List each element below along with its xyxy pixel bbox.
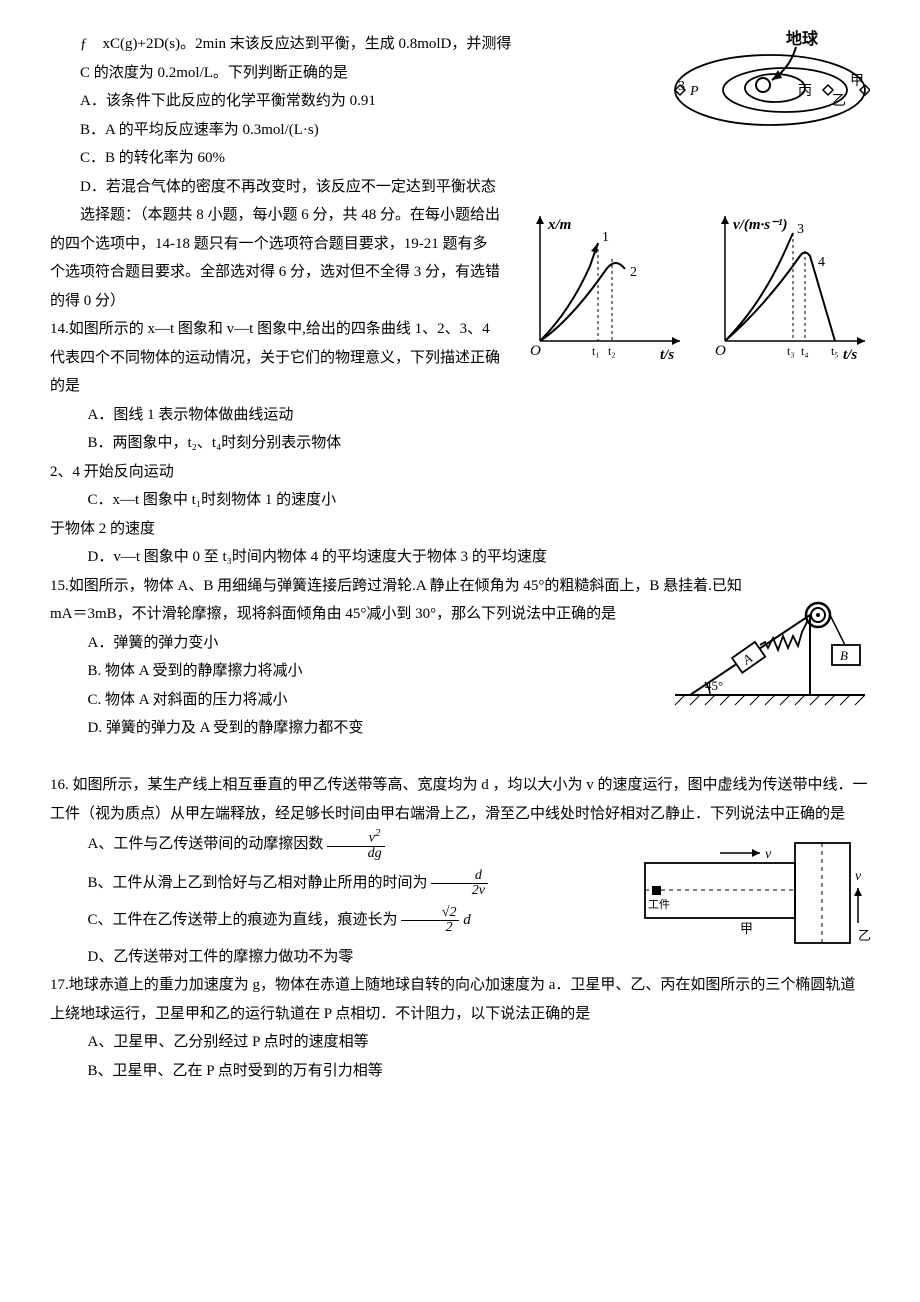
label4: 4 xyxy=(818,255,825,270)
y-arrow-r xyxy=(721,216,729,224)
t5-label: t₅ xyxy=(831,344,839,358)
earth-label: 地球 xyxy=(786,30,819,48)
q16-optC-text: C、工件在乙传送带上的痕迹为直线，痕迹长为 xyxy=(88,912,398,928)
q14-optA: A．图线 1 表示物体做曲线运动 xyxy=(50,401,870,430)
label-3: 3 xyxy=(678,79,685,94)
hatch xyxy=(675,695,865,705)
q13-optD: D．若混合气体的密度不再改变时，该反应不一定达到平衡状态 xyxy=(50,173,870,202)
label-bing: 丙 xyxy=(798,84,812,99)
origin-r: O xyxy=(715,343,726,359)
q17-optA: A、卫星甲、乙分别经过 P 点时的速度相等 xyxy=(50,1028,870,1057)
q17-stem: 17.地球赤道上的重力加速度为 g，物体在赤道上随地球自转的向心加速度为 a．卫… xyxy=(50,971,870,1028)
q13-figure: 地球 3 P 丙 乙 甲 xyxy=(660,30,870,135)
t4-label: t₄ xyxy=(801,344,809,358)
label3: 3 xyxy=(797,222,804,237)
q16-optA-text: A、工件与乙传送带间的动摩擦因数 xyxy=(88,836,328,852)
workpiece xyxy=(652,886,661,895)
v-right-arrow xyxy=(854,888,862,896)
q16-stem: 16. 如图所示，某生产线上相互垂直的甲乙传送带等高、宽度均为 d ，均以大小为… xyxy=(50,771,870,828)
label-jia: 甲 xyxy=(850,74,864,89)
frac-B: d2v xyxy=(431,869,488,898)
q13-optC: C．B 的转化率为 60% xyxy=(50,144,870,173)
t1-label: t₁ xyxy=(592,344,600,358)
q14-optD: D．v—t 图象中 0 至 t₃时间内物体 4 的平均速度大于物体 3 的平均速… xyxy=(50,543,870,572)
orbit-outer xyxy=(675,55,865,125)
curve1-arrow xyxy=(591,243,598,253)
conveyor-diagram: 工件 v v 甲 乙 xyxy=(640,838,870,948)
question-16: 16. 如图所示，某生产线上相互垂直的甲乙传送带等高、宽度均为 d ，均以大小为… xyxy=(50,771,870,971)
label-p: P xyxy=(689,84,699,99)
earth-circle xyxy=(756,78,770,92)
v-top-arrow xyxy=(752,849,760,857)
v-right-label: v xyxy=(855,869,862,884)
yi-label: 乙 xyxy=(858,928,870,943)
t2-label: t₂ xyxy=(608,344,616,358)
q16-figure: 工件 v v 甲 乙 xyxy=(640,838,870,948)
q17-optB: B、卫星甲、乙在 P 点时受到的万有引力相等 xyxy=(50,1057,870,1086)
q14-optB2: 2、4 开始反向运动 xyxy=(50,458,870,487)
question-13: 地球 3 P 丙 乙 甲 ƒ xC(g)+2D(s)。2min 末该反应达到平衡… xyxy=(50,30,870,201)
q16-optB-text: B、工件从滑上乙到恰好与乙相对静止所用的时间为 xyxy=(88,875,428,891)
block-a: A xyxy=(732,642,765,673)
xlabel-l: t/s xyxy=(660,347,674,363)
origin-l: O xyxy=(530,343,541,359)
q14-optC2: 于物体 2 的速度 xyxy=(50,515,870,544)
question-17: 17.地球赤道上的重力加速度为 g，物体在赤道上随地球自转的向心加速度为 a．卫… xyxy=(50,971,870,1085)
ylabel-r: v/(m·s⁻¹) xyxy=(733,217,788,233)
label1: 1 xyxy=(602,230,609,245)
label2: 2 xyxy=(630,265,637,280)
v-top-label: v xyxy=(765,847,772,862)
xlabel-r: t/s xyxy=(843,347,857,363)
xt-vt-graphs: x/m t/s O 1 2 t₁ t₂ xyxy=(510,201,870,371)
rope-b xyxy=(830,615,845,645)
label-b: B xyxy=(840,648,848,663)
frac-A: v2dg xyxy=(327,828,385,861)
spring xyxy=(760,620,808,650)
q14-optB1: B．两图象中，t₂、t₄时刻分别表示物体 xyxy=(50,429,870,458)
y-arrow-l xyxy=(536,216,544,224)
gong-label: 工件 xyxy=(648,898,670,911)
q15-stem1: 15.如图所示，物体 A、B 用细绳与弹簧连接后跨过滑轮.A 静止在倾角为 45… xyxy=(50,572,870,601)
label-yi: 乙 xyxy=(832,93,846,109)
ylabel-l: x/m xyxy=(547,217,571,233)
x-arrow-r xyxy=(857,337,865,345)
frac-C: √22 xyxy=(401,906,459,935)
x-arrow-l xyxy=(672,337,680,345)
question-15: 15.如图所示，物体 A、B 用细绳与弹簧连接后跨过滑轮.A 静止在倾角为 45… xyxy=(50,572,870,743)
t3-label: t₃ xyxy=(787,344,795,358)
curve3 xyxy=(725,233,793,341)
incline-pulley: 45° A B xyxy=(670,600,870,710)
q14-figures: x/m t/s O 1 2 t₁ t₂ xyxy=(510,201,870,371)
q14-optC1: C．x—t 图象中 t₁时刻物体 1 的速度小 xyxy=(50,486,870,515)
q15-figure: 45° A B xyxy=(670,600,870,710)
q15-optD: D. 弹簧的弹力及 A 受到的静摩擦力都不变 xyxy=(50,714,870,743)
jia-label: 甲 xyxy=(740,921,753,936)
section-intro-q14: x/m t/s O 1 2 t₁ t₂ xyxy=(50,201,870,572)
orbit-diagram: 地球 3 P 丙 乙 甲 xyxy=(660,30,870,135)
q16-c-d: d xyxy=(463,912,471,928)
pulley-center xyxy=(816,613,820,617)
